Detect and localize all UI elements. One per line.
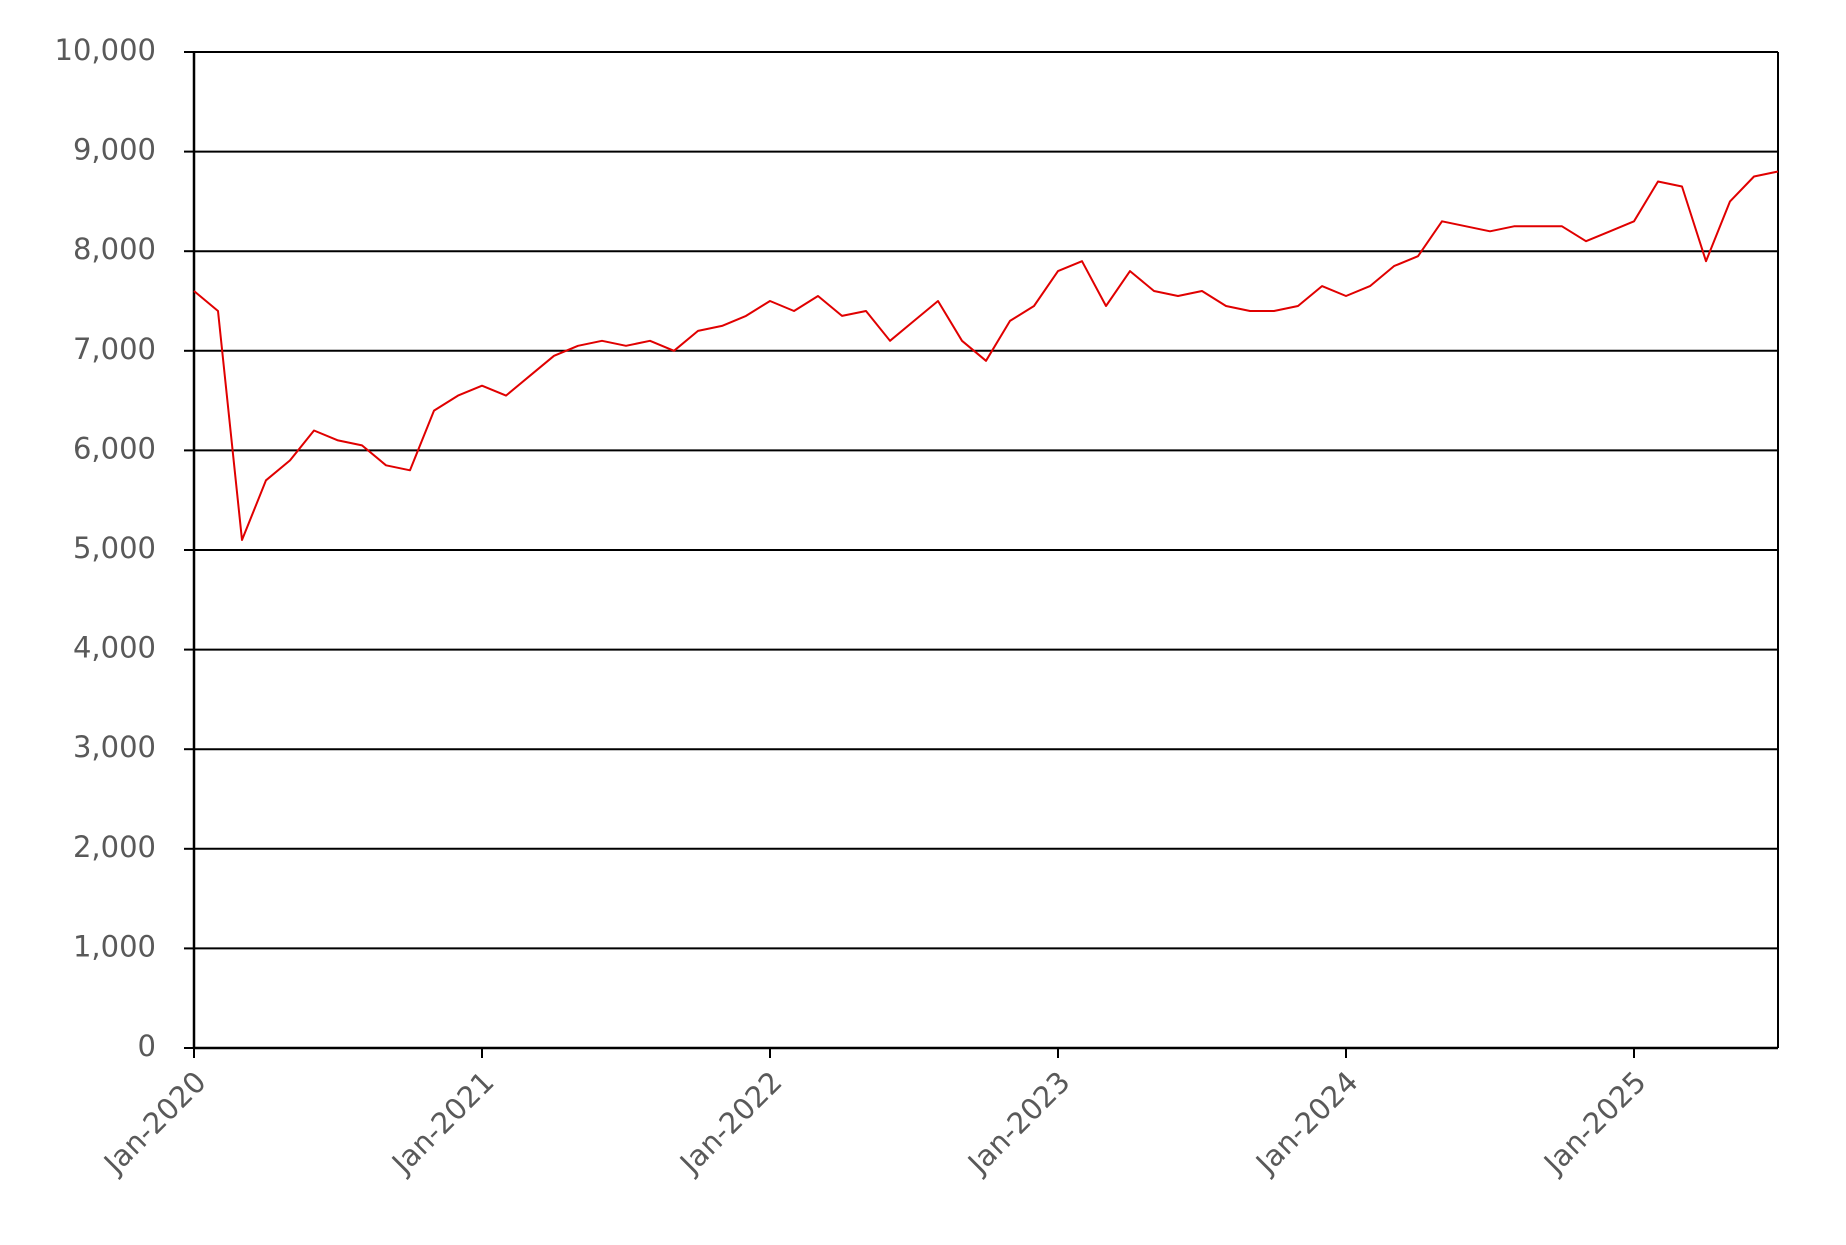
y-tick-label: 5,000	[73, 531, 156, 565]
y-tick-label: 6,000	[73, 431, 156, 465]
y-tick-label: 9,000	[73, 133, 156, 167]
y-tick-label: 0	[138, 1029, 156, 1063]
y-tick-label: 8,000	[73, 232, 156, 266]
y-tick-label: 7,000	[73, 332, 156, 366]
y-tick-label: 3,000	[73, 730, 156, 764]
y-tick-label: 4,000	[73, 631, 156, 665]
data-line	[193, 170, 1779, 541]
y-tick-label: 2,000	[73, 830, 156, 864]
y-tick-label: 10,000	[55, 33, 156, 67]
y-tick-label: 1,000	[73, 929, 156, 963]
